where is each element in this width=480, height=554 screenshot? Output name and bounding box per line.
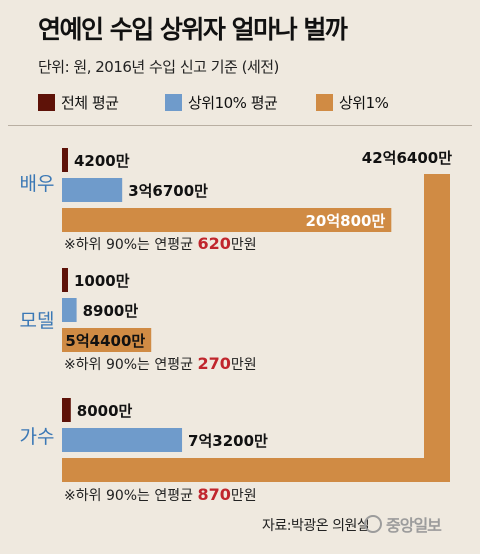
header-divider xyxy=(8,125,472,126)
bar-model-top1 xyxy=(62,328,152,352)
bar-model-overall xyxy=(62,268,68,292)
bar-actor-overall xyxy=(62,148,68,172)
source-note: 자료:박광온 의원실 xyxy=(262,518,370,534)
note-value: 270 xyxy=(197,354,230,373)
bar-actor-top10 xyxy=(62,178,123,202)
note-prefix: ※하위 90%는 연평균 xyxy=(64,488,197,504)
bar-actor-top1 xyxy=(62,208,392,232)
note-prefix: ※하위 90%는 연평균 xyxy=(64,357,197,373)
bar-singer-overall xyxy=(62,398,71,422)
logo-text: 중앙일보 xyxy=(386,516,442,535)
category-label-actor: 배우 xyxy=(20,173,55,195)
legend-swatch-top10 xyxy=(165,93,182,111)
note-actor: ※하위 90%는 연평균 620만원 xyxy=(64,234,257,253)
note-singer: ※하위 90%는 연평균 870만원 xyxy=(64,485,257,504)
legend-swatch-top1 xyxy=(316,93,333,111)
legend-label-top10: 상위10% 평균 xyxy=(188,93,278,112)
category-label-singer: 가수 xyxy=(20,426,55,448)
note-value: 870 xyxy=(197,485,230,504)
bar-label-singer-top10: 7억3200만 xyxy=(188,432,268,450)
bar-label-singer-overall: 8000만 xyxy=(77,402,133,420)
legend-item-top10: 상위10% 평균 xyxy=(165,92,278,112)
chart-title: 연예인 수입 상위자 얼마나 벌까 xyxy=(38,15,348,44)
note-suffix: 만원 xyxy=(231,488,257,504)
bar-label-model-top10: 8900만 xyxy=(83,302,139,320)
bar-model-top10 xyxy=(62,298,77,322)
logo-mark-icon xyxy=(364,515,382,533)
note-model: ※하위 90%는 연평균 270만원 xyxy=(64,354,257,373)
legend-item-top1: 상위1% xyxy=(316,92,389,112)
legend-label-overall: 전체 평균 xyxy=(61,93,119,112)
publisher-logo: 중앙일보 xyxy=(364,512,442,536)
legend-swatch-overall xyxy=(38,93,55,111)
chart-subtitle: 단위: 원, 2016년 수입 신고 기준 (세전) xyxy=(38,58,279,76)
bar-label-actor-top1: 20억800만 xyxy=(306,212,386,230)
note-suffix: 만원 xyxy=(231,237,257,253)
note-prefix: ※하위 90%는 연평균 xyxy=(64,237,197,253)
legend-item-overall: 전체 평균 xyxy=(38,92,119,112)
bar-label-actor-top10: 3억6700만 xyxy=(128,182,208,200)
bar-label-singer-top1: 42억6400만 xyxy=(362,149,452,167)
bar-label-model-overall: 1000만 xyxy=(74,272,130,290)
bar-singer-top10 xyxy=(62,428,183,452)
note-value: 620 xyxy=(197,234,230,253)
bar-label-model-top1: 5억4400만 xyxy=(65,332,145,350)
bar-label-actor-overall: 4200만 xyxy=(74,152,130,170)
category-label-model: 모델 xyxy=(20,310,55,332)
note-suffix: 만원 xyxy=(231,357,257,373)
legend-label-top1: 상위1% xyxy=(339,93,389,112)
